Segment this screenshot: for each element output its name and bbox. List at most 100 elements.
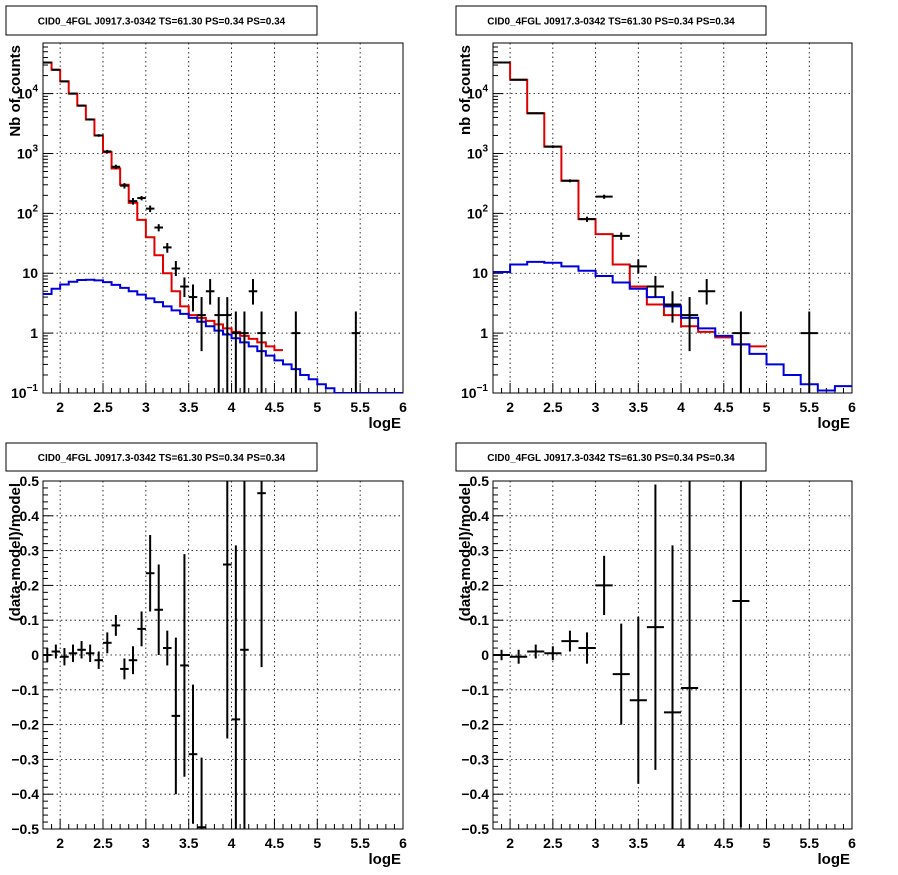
y-tick-base: 10	[17, 205, 33, 221]
x-tick-label: 2	[506, 835, 514, 851]
y-tick-exponent: 2	[482, 203, 488, 214]
y-tick-label: 0.5	[20, 473, 40, 489]
y-tick-base: 10	[467, 86, 483, 102]
x-tick-label: 5.5	[350, 399, 370, 415]
y-tick-label: 0.4	[470, 508, 490, 524]
y-tick-exponent: 3	[32, 143, 38, 154]
residual-point	[120, 658, 129, 680]
y-tick-base: 10	[17, 86, 33, 102]
y-axis-label: (data-model)/model	[7, 483, 24, 621]
residual-point	[51, 644, 61, 659]
data-point	[681, 297, 699, 352]
y-tick-base: 10	[467, 145, 483, 161]
data-point	[544, 145, 562, 149]
y-tick-label: 10−1	[11, 383, 38, 401]
data-point	[188, 284, 198, 312]
residual-point	[145, 534, 155, 612]
data-point	[171, 261, 181, 276]
data-point	[240, 311, 249, 393]
chart-panel-bottom-right: 2 2.5 3 3.5 4 4.5 5 5.5 6 −0.5 −0.4 −0.3 −0.2 −0.1 0 0.…	[455, 442, 856, 868]
data-point	[180, 277, 189, 298]
x-tick-label: 5	[763, 835, 771, 851]
y-tick-label: 0.2	[470, 577, 490, 593]
y-tick-exponent: 2	[32, 203, 38, 214]
x-tick-label: 3	[592, 399, 600, 415]
y-tick-label: −0.4	[461, 786, 489, 802]
y-tick-label: 10−1	[461, 383, 488, 401]
residual-point	[128, 646, 138, 675]
data-point	[527, 112, 545, 115]
grid	[43, 480, 404, 829]
panel-title-box	[455, 5, 767, 36]
x-axis-label: logE	[818, 415, 851, 432]
y-tick-label: −0.4	[11, 786, 39, 802]
data-layer	[493, 61, 852, 393]
data-point	[732, 311, 750, 393]
histogram-step	[43, 278, 403, 393]
y-tick-label: 104	[17, 84, 39, 102]
residual-point	[163, 630, 172, 666]
data-point	[43, 61, 52, 64]
y-axis-label: Nb of counts	[7, 45, 24, 137]
data-point	[120, 183, 129, 189]
x-tick-label: 4	[677, 399, 685, 415]
y-tick-exponent: −1	[27, 383, 39, 394]
residual-point	[68, 644, 78, 662]
x-tick-label: 3.5	[179, 835, 199, 851]
data-point	[154, 224, 163, 232]
data-point	[223, 297, 232, 393]
data-point	[94, 134, 103, 137]
x-tick-label: 2.5	[93, 835, 113, 851]
residual-point	[240, 481, 249, 829]
panel-title-box	[5, 442, 318, 472]
residual-point	[510, 649, 528, 664]
y-tick-label: 104	[467, 84, 489, 102]
y-tick-label: −0.1	[11, 682, 39, 698]
data-point	[145, 205, 155, 213]
x-axis-label: logE	[369, 851, 402, 868]
residual-point	[629, 616, 647, 784]
data-point	[128, 198, 138, 205]
grid	[43, 43, 404, 394]
residual-point	[171, 637, 181, 795]
y-tick-exponent: 3	[482, 143, 488, 154]
y-tick-label: 0	[481, 647, 489, 663]
y-tick-label: −0.3	[11, 751, 39, 767]
x-tick-label: 6	[848, 399, 856, 415]
residual-point	[103, 632, 112, 654]
x-tick-label: 4	[228, 399, 236, 415]
y-tick-label: 0.1	[20, 612, 40, 628]
y-tick-label: −0.5	[461, 821, 489, 837]
residual-point	[493, 649, 511, 661]
plot-frame	[492, 42, 853, 394]
residual-point	[43, 648, 52, 662]
tick-marks	[42, 42, 404, 394]
x-tick-label: 3	[142, 399, 150, 415]
y-tick-exponent: 4	[482, 84, 488, 95]
panel-title: CID0_4FGL J0917.3-0342 TS=61.30 PS=0.34 …	[487, 453, 735, 464]
y-tick-label: 10	[22, 265, 38, 281]
x-tick-label: 2.5	[93, 399, 113, 415]
y-tick-label: −0.1	[461, 682, 489, 698]
data-point	[612, 232, 630, 240]
x-tick-label: 3.5	[179, 399, 199, 415]
histogram-step	[43, 61, 283, 352]
data-point	[663, 291, 682, 323]
y-tick-exponent: 4	[32, 84, 38, 95]
data-layer	[43, 61, 403, 393]
chart-panel-top-right: 2 2.5 3 3.5 4 4.5 5 5.5 610−1110102103104logEnb …	[455, 5, 856, 432]
y-tick-label: 103	[17, 143, 39, 161]
x-tick-label: 4.5	[265, 835, 285, 851]
residual-point	[681, 481, 699, 829]
y-tick-label: 0.3	[470, 543, 490, 559]
x-tick-label: 5.5	[800, 399, 820, 415]
x-tick-label: 3.5	[629, 835, 649, 851]
y-tick-label: 1	[30, 325, 38, 341]
residual-point	[111, 614, 121, 636]
data-point	[351, 311, 361, 393]
data-point	[111, 164, 121, 170]
residual-point	[60, 648, 69, 666]
data-point	[77, 104, 86, 107]
x-tick-label: 3	[142, 835, 150, 851]
